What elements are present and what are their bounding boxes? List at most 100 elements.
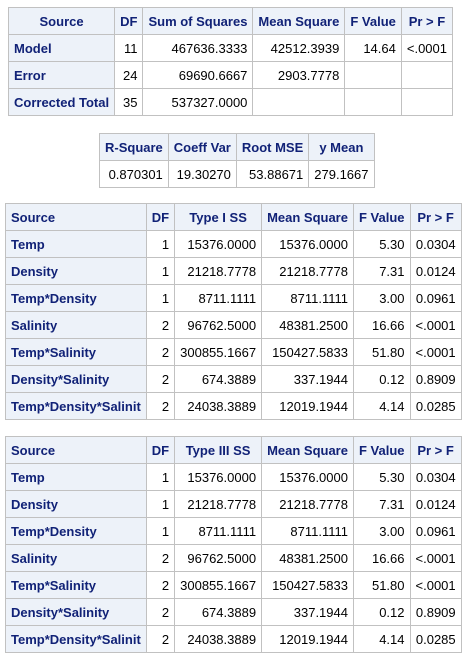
f-cell: 51.80	[352, 571, 411, 599]
ms-cell: 21218.7778	[261, 490, 354, 518]
f-cell: 5.30	[352, 230, 411, 258]
df-cell: 1	[145, 257, 176, 285]
f-cell: 14.64	[344, 34, 402, 62]
ms-cell: 2903.7778	[252, 61, 346, 89]
fit-statistics-table: R-Square Coeff Var Root MSE y Mean 0.870…	[99, 133, 375, 188]
column-header: Source	[5, 436, 147, 464]
row-header: Temp*Salinity	[5, 338, 147, 366]
table-row: 0.870301 19.30270 53.88671 279.1667	[99, 160, 375, 188]
p-cell	[400, 88, 454, 116]
p-cell: <.0001	[409, 311, 462, 339]
f-cell: 4.14	[352, 625, 411, 653]
p-cell: 0.8909	[409, 365, 462, 393]
df-cell: 2	[145, 392, 176, 420]
column-header: Pr > F	[400, 7, 454, 35]
f-cell: 7.31	[352, 257, 411, 285]
ms-cell: 12019.1944	[261, 625, 354, 653]
p-cell: 0.0304	[409, 463, 462, 491]
df-cell: 35	[114, 88, 144, 116]
column-header: DF	[145, 436, 176, 464]
ss-cell: 300855.1667	[174, 571, 263, 599]
table-row: Density*Salinity 2 674.3889 337.1944 0.1…	[5, 598, 462, 626]
ss-cell: 537327.0000	[142, 88, 254, 116]
p-cell	[400, 61, 454, 89]
p-cell: 0.0285	[409, 392, 462, 420]
ms-cell: 8711.1111	[261, 284, 354, 312]
ss-cell: 96762.5000	[174, 311, 263, 339]
column-header: Pr > F	[409, 436, 462, 464]
ms-cell: 15376.0000	[261, 463, 354, 491]
table-header-row: R-Square Coeff Var Root MSE y Mean	[99, 133, 375, 161]
coeff-var-cell: 19.30270	[167, 160, 237, 188]
df-cell: 1	[145, 230, 176, 258]
df-cell: 1	[145, 284, 176, 312]
ms-cell: 15376.0000	[261, 230, 354, 258]
table-row: Temp*Density 1 8711.1111 8711.1111 3.00 …	[5, 284, 462, 312]
row-header: Density	[5, 257, 147, 285]
column-header: y Mean	[308, 133, 375, 161]
ms-cell: 48381.2500	[261, 544, 354, 572]
df-cell: 2	[145, 365, 176, 393]
table-row: Density 1 21218.7778 21218.7778 7.31 0.0…	[5, 257, 462, 285]
f-cell	[344, 88, 402, 116]
df-cell: 1	[145, 517, 176, 545]
df-cell: 2	[145, 625, 176, 653]
column-header: F Value	[352, 436, 411, 464]
f-cell: 0.12	[352, 365, 411, 393]
ms-cell: 8711.1111	[261, 517, 354, 545]
ms-cell: 12019.1944	[261, 392, 354, 420]
row-header: Temp	[5, 463, 147, 491]
ss-cell: 24038.3889	[174, 392, 263, 420]
table-row: Salinity 2 96762.5000 48381.2500 16.66 <…	[5, 311, 462, 339]
table-row: Temp*Density*Salinit 2 24038.3889 12019.…	[5, 392, 462, 420]
f-cell: 3.00	[352, 517, 411, 545]
column-header: Mean Square	[252, 7, 346, 35]
f-cell: 0.12	[352, 598, 411, 626]
df-cell: 11	[114, 34, 144, 62]
p-cell: <.0001	[409, 544, 462, 572]
table-row: Temp 1 15376.0000 15376.0000 5.30 0.0304	[5, 230, 462, 258]
df-cell: 2	[145, 338, 176, 366]
root-mse-cell: 53.88671	[235, 160, 310, 188]
f-cell: 5.30	[352, 463, 411, 491]
ss-cell: 674.3889	[174, 598, 263, 626]
f-cell	[344, 61, 402, 89]
ss-cell: 21218.7778	[174, 257, 263, 285]
table-header-row: Source DF Type I SS Mean Square F Value …	[5, 203, 462, 231]
row-header: Temp	[5, 230, 147, 258]
table-row: Temp 1 15376.0000 15376.0000 5.30 0.0304	[5, 463, 462, 491]
p-cell: 0.0285	[409, 625, 462, 653]
p-cell: 0.8909	[409, 598, 462, 626]
ms-cell: 337.1944	[261, 365, 354, 393]
df-cell: 2	[145, 571, 176, 599]
df-cell: 24	[114, 61, 144, 89]
f-cell: 51.80	[352, 338, 411, 366]
table-row: Temp*Salinity 2 300855.1667 150427.5833 …	[5, 571, 462, 599]
ms-cell	[252, 88, 346, 116]
row-header: Density*Salinity	[5, 365, 147, 393]
ss-cell: 15376.0000	[174, 230, 263, 258]
ms-cell: 150427.5833	[261, 571, 354, 599]
ss-cell: 15376.0000	[174, 463, 263, 491]
y-mean-cell: 279.1667	[308, 160, 375, 188]
column-header: Coeff Var	[167, 133, 237, 161]
table-row: Salinity 2 96762.5000 48381.2500 16.66 <…	[5, 544, 462, 572]
f-cell: 7.31	[352, 490, 411, 518]
ss-cell: 96762.5000	[174, 544, 263, 572]
row-header: Salinity	[5, 311, 147, 339]
table-header-row: Source DF Type III SS Mean Square F Valu…	[5, 436, 462, 464]
column-header: Root MSE	[235, 133, 310, 161]
table-row: Density*Salinity 2 674.3889 337.1944 0.1…	[5, 365, 462, 393]
ss-cell: 467636.3333	[142, 34, 254, 62]
p-cell: <.0001	[400, 34, 454, 62]
row-header: Temp*Density*Salinit	[5, 392, 147, 420]
ss-cell: 8711.1111	[174, 284, 263, 312]
row-header: Temp*Salinity	[5, 571, 147, 599]
column-header: F Value	[352, 203, 411, 231]
table-row: Temp*Salinity 2 300855.1667 150427.5833 …	[5, 338, 462, 366]
f-cell: 16.66	[352, 311, 411, 339]
p-cell: <.0001	[409, 571, 462, 599]
row-header: Salinity	[5, 544, 147, 572]
df-cell: 2	[145, 544, 176, 572]
column-header: F Value	[344, 7, 402, 35]
